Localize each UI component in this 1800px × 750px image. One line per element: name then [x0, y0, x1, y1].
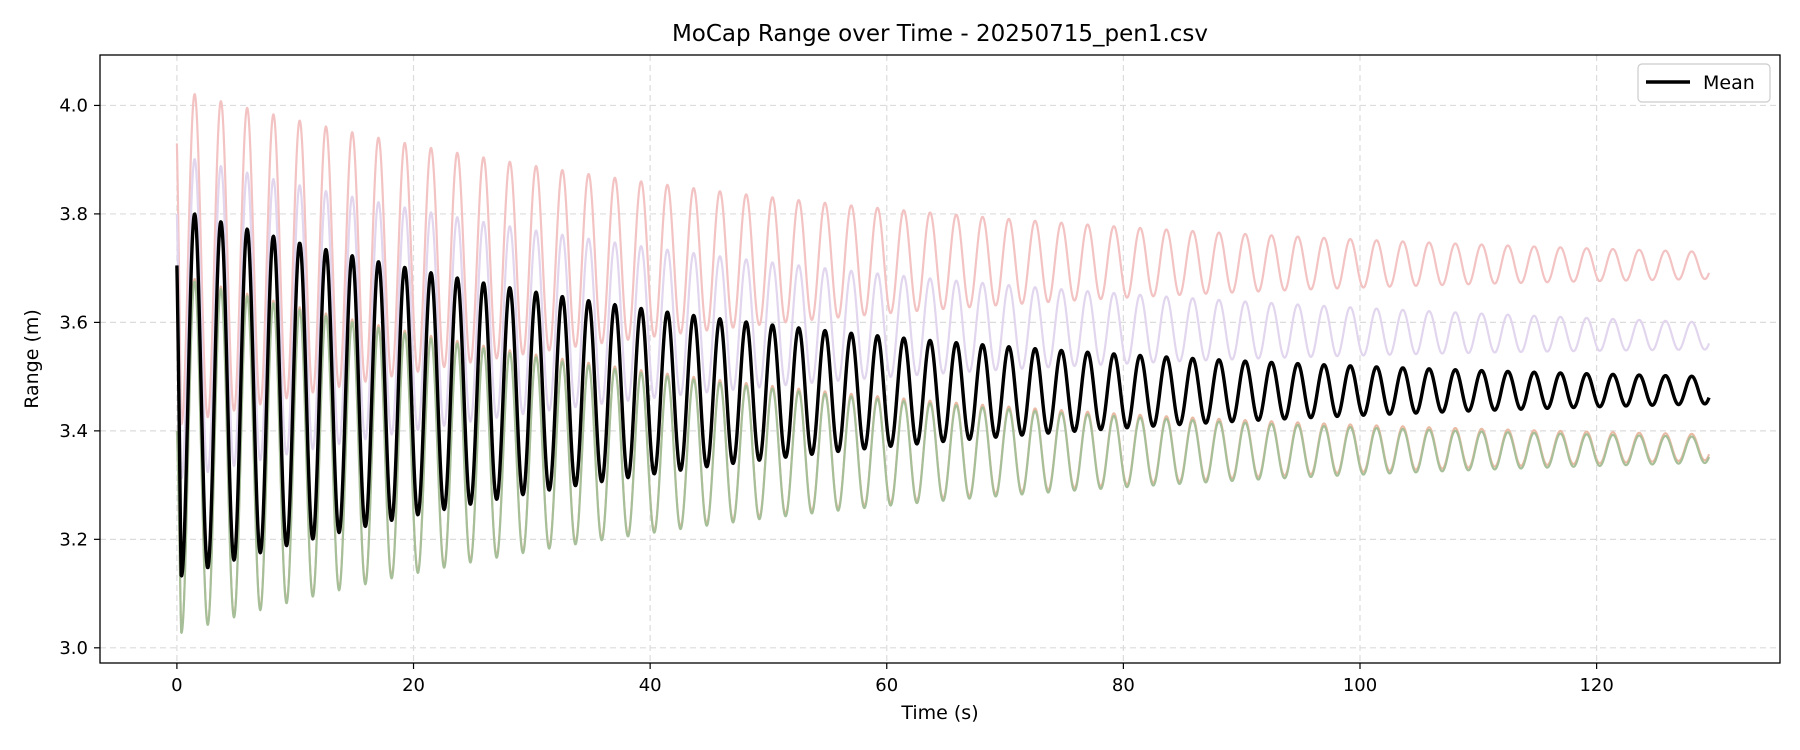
plot-frame — [99, 54, 1781, 664]
x-tick-label: 100 — [1343, 675, 1377, 696]
series-2 — [175, 277, 1710, 632]
x-tick-label: 120 — [1579, 675, 1613, 696]
y-axis-label: Range (m) — [21, 309, 43, 409]
series-1 — [175, 158, 1711, 480]
series-mean — [175, 212, 1711, 578]
x-tick-label: 40 — [639, 675, 662, 696]
legend: Mean — [1637, 63, 1771, 103]
y-tick-label: 3.8 — [59, 204, 88, 225]
x-tick-label: 20 — [402, 675, 425, 696]
series-layer — [175, 93, 1711, 634]
chart-title: MoCap Range over Time - 20250715_pen1.cs… — [672, 21, 1208, 47]
y-tick-label: 3.2 — [59, 529, 88, 550]
legend-label-mean: Mean — [1703, 72, 1755, 94]
x-tick-label: 60 — [875, 675, 898, 696]
series-3 — [175, 280, 1711, 634]
y-tick-label: 4.0 — [59, 95, 88, 116]
x-tick-label: 0 — [171, 675, 182, 696]
x-tick-label: 80 — [1112, 675, 1135, 696]
y-tick-label: 3.4 — [59, 421, 88, 442]
y-tick-label: 3.6 — [59, 312, 88, 333]
legend-box — [1637, 63, 1771, 103]
ticks-layer: 0 20 40 60 80 100 120 3.0 3.2 3.4 3.6 3.8 4.0 — [59, 95, 1613, 696]
y-tick-label: 3.0 — [59, 638, 88, 659]
series-0 — [175, 93, 1711, 426]
x-axis-label: Time (s) — [900, 702, 978, 724]
